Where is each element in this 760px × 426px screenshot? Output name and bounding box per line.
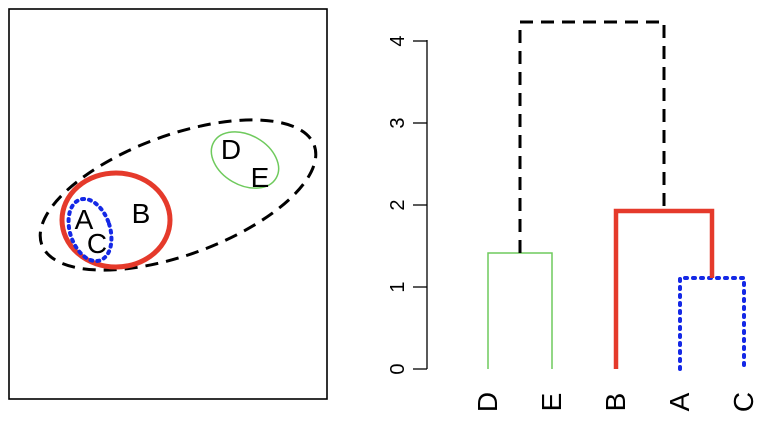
cluster-ellipse-abc: [59, 170, 173, 270]
point-label-b: B: [132, 198, 151, 229]
merge-ac-branch: [678, 276, 746, 371]
merge-de-branch: [487, 252, 553, 369]
dendrogram-panel: 0 1 2 3 4 D E B A C: [387, 20, 759, 412]
y-tick-label-3: 3: [387, 117, 409, 128]
cluster-ellipse-all: [38, 118, 318, 272]
y-tick-label-1: 1: [387, 281, 409, 292]
point-label-e: E: [251, 162, 270, 193]
leaf-label-b: B: [600, 393, 631, 412]
y-tick-label-2: 2: [387, 199, 409, 210]
merge-bac: [613, 208, 715, 369]
plot-frame: [8, 8, 328, 400]
leaf-label-c: C: [728, 392, 759, 412]
cluster-ellipse-ac: [66, 196, 114, 264]
y-tick-label-4: 4: [387, 35, 409, 46]
leaf-label-e: E: [536, 393, 567, 412]
merge-de: [487, 252, 553, 369]
point-label-c: C: [87, 228, 107, 259]
point-label-a: A: [75, 204, 94, 235]
cluster-plot-panel: A B C D E: [8, 8, 328, 400]
merge-bac-branch: [613, 208, 715, 369]
point-label-d: D: [221, 134, 241, 165]
merge-ac: [678, 276, 746, 371]
leaf-label-d: D: [472, 392, 503, 412]
merge-all-branch: [518, 20, 666, 253]
leaf-label-a: A: [664, 392, 695, 411]
y-axis: 0 1 2 3 4: [387, 35, 428, 375]
y-tick-label-0: 0: [387, 363, 409, 374]
cluster-ellipse-de: [210, 131, 280, 189]
merge-all: [518, 20, 666, 253]
